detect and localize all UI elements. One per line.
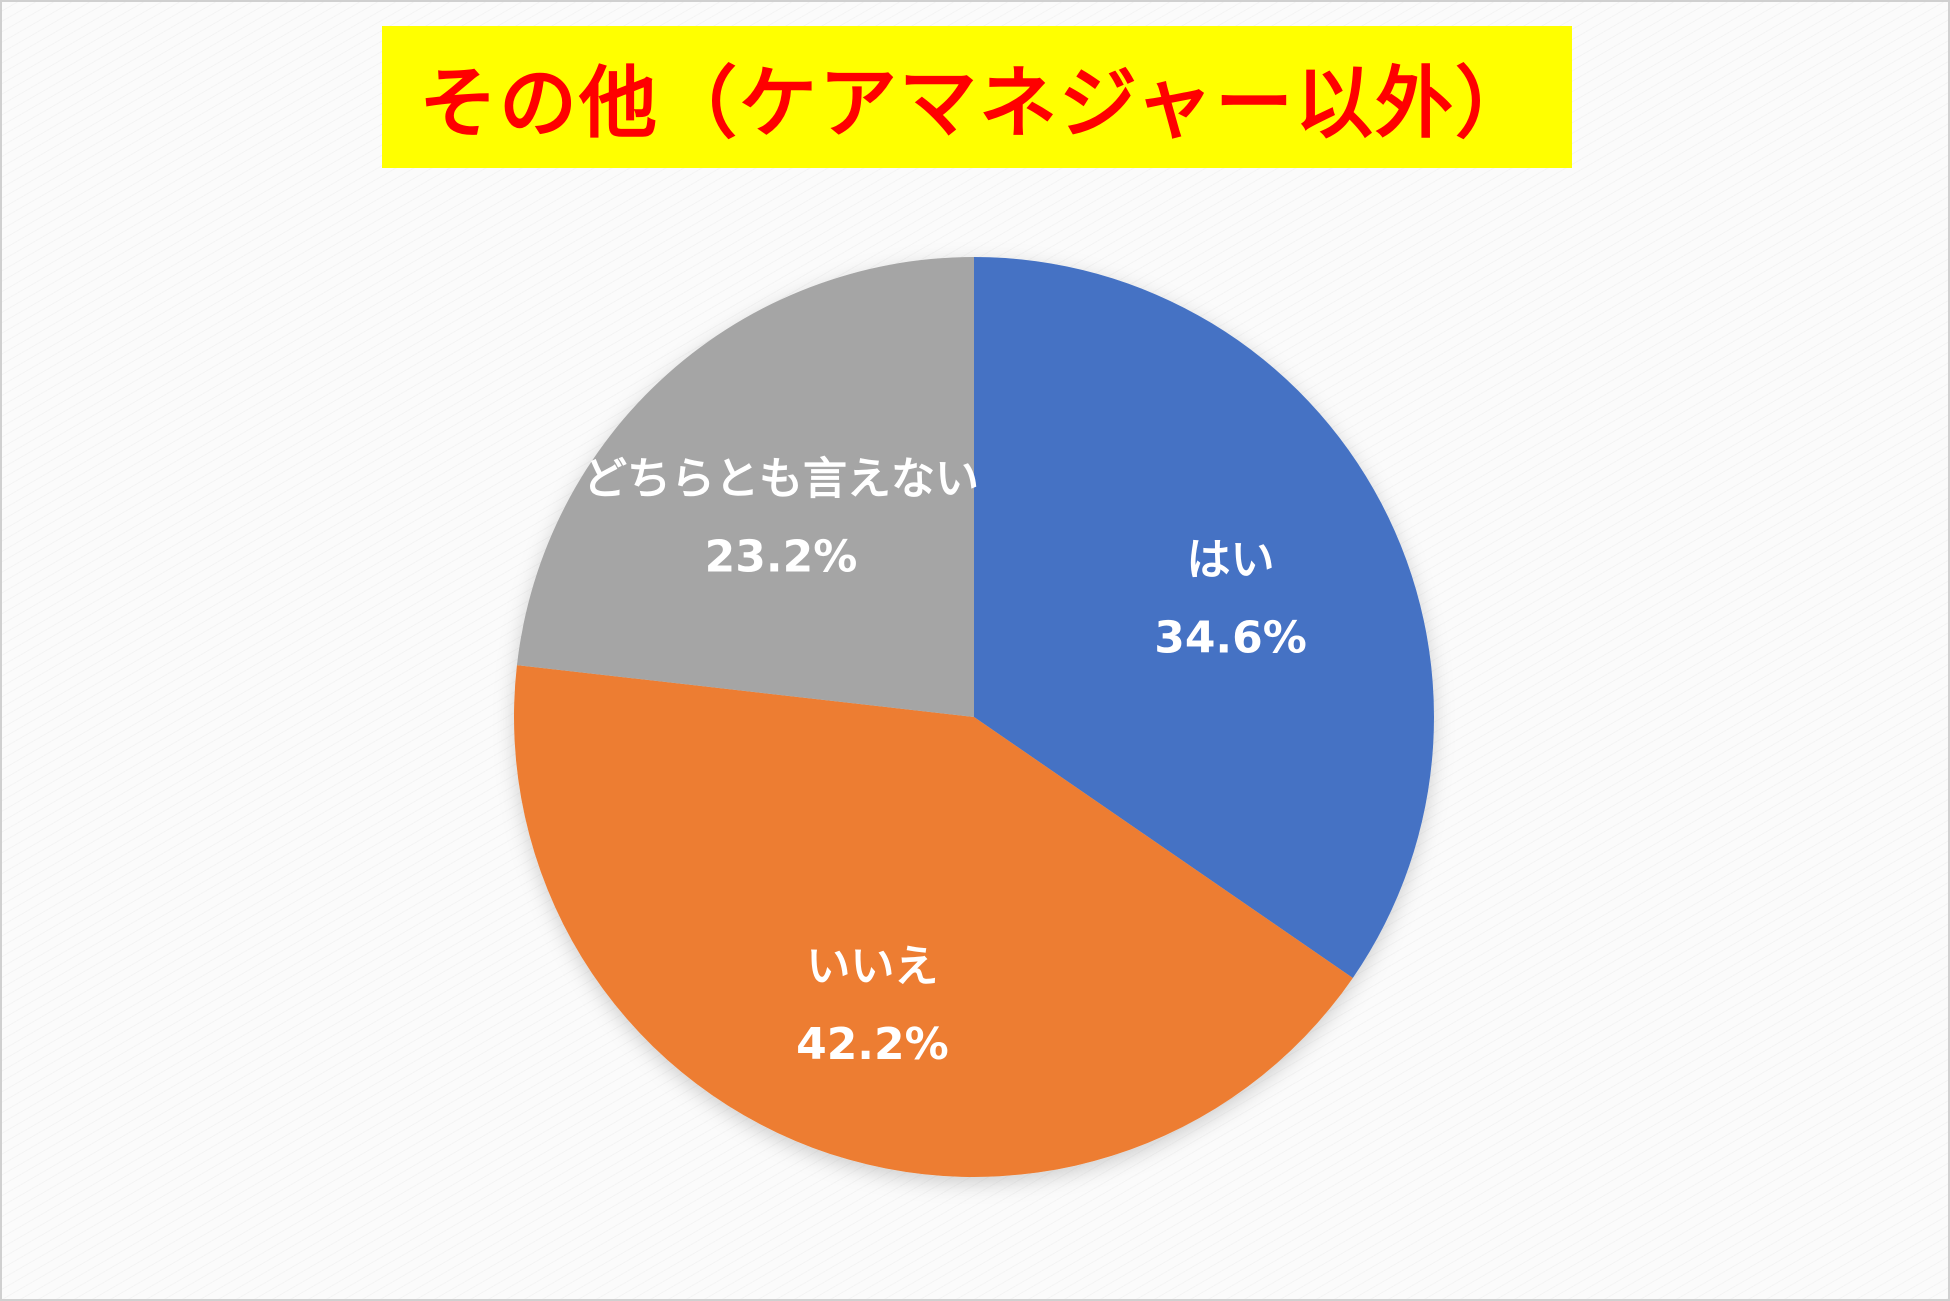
pie-slice-3 [516,257,974,717]
chart-title: その他（ケアマネジャー以外） [418,59,1536,149]
pie-slice-1 [974,257,1434,978]
slice-value-label: 23.2% [705,531,858,582]
slice-category-label: はい [1187,535,1275,586]
slice-category-label: いいえ [806,941,938,992]
chart-title-box: その他（ケアマネジャー以外） [382,26,1572,168]
pie-slices [513,257,1434,1177]
slice-value-label: 42.2% [796,1019,949,1070]
pie-slice-2 [513,665,1353,1177]
pie-labels: はい 34.6% いいえ 42.2% どちらとも言えない 23.2% [583,453,1307,1070]
slice-value-label: 34.6% [1154,613,1307,664]
slice-category-label: どちらとも言えない [583,453,979,504]
